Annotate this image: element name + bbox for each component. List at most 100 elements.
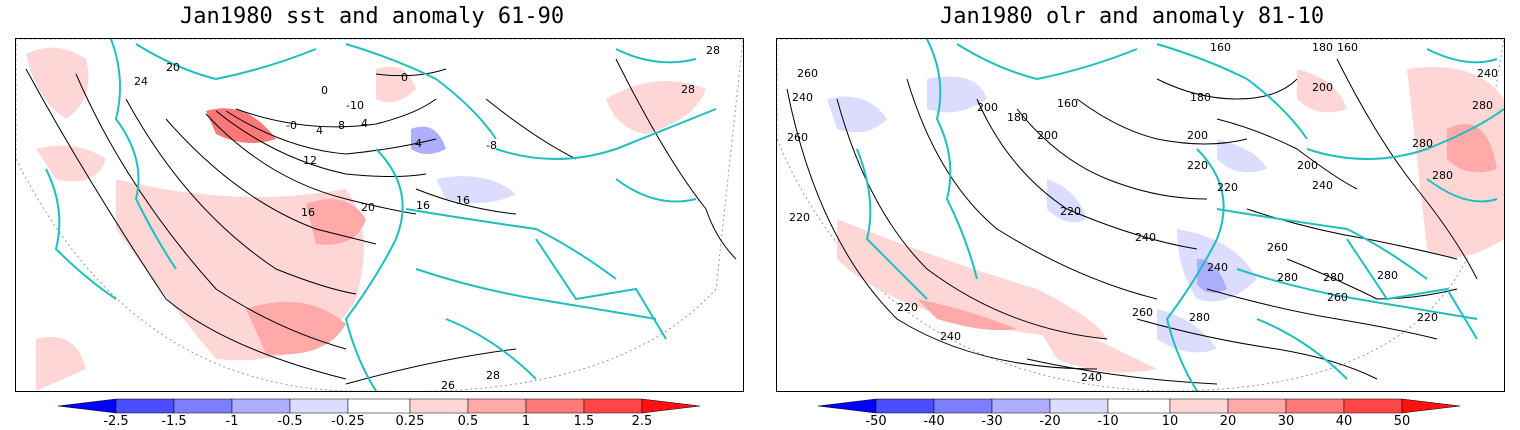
- contour-label: 240: [1135, 231, 1156, 244]
- sst-contour-labels: 24 20 0 -0 4 8 12 16 20 16 -4 -8 28 28 0…: [134, 44, 720, 391]
- contour-label: 220: [1417, 311, 1438, 324]
- colorbar-seg: [173, 398, 233, 414]
- colorbar-label: 1: [521, 414, 531, 429]
- contour-label: 240: [1081, 371, 1102, 384]
- contour-label: 220: [1060, 205, 1081, 218]
- colorbar-seg: [231, 398, 291, 414]
- colorbar-olr: [817, 398, 1461, 414]
- colorbar-olr-svg: [817, 398, 1461, 414]
- colorbar-label: -40: [923, 414, 945, 429]
- olr-contours: [786, 58, 1478, 385]
- contour-label: 240: [1207, 261, 1228, 274]
- map-sst: 24 20 0 -0 4 8 12 16 20 16 -4 -8 28 28 0…: [15, 38, 744, 392]
- contour-label: 28: [681, 83, 695, 96]
- contour-label: 280: [1472, 99, 1493, 112]
- contour-label: 26: [441, 379, 455, 391]
- contour-label: 180: [1312, 41, 1333, 54]
- colorbar-label: -10: [1097, 414, 1119, 429]
- colorbar-seg: [467, 398, 527, 414]
- colorbar-seg: [115, 398, 175, 414]
- contour-label: 200: [1312, 81, 1333, 94]
- contour-label: 280: [1323, 271, 1344, 284]
- colorbar-sst-svg: [57, 398, 701, 414]
- contour-label: 180: [1007, 111, 1028, 124]
- contour-label: 200: [1187, 129, 1208, 142]
- contour-label: 28: [486, 369, 500, 382]
- colorbar-label: 10: [1161, 414, 1179, 429]
- colorbar-sst: [57, 398, 701, 414]
- colorbar-label: 20: [1219, 414, 1237, 429]
- contour-label: 12: [303, 154, 317, 167]
- colorbar-seg: [289, 398, 349, 414]
- contour-label: -8: [486, 139, 497, 152]
- contour-label: 240: [940, 330, 961, 343]
- contour-label: 20: [166, 61, 180, 74]
- colorbar-seg: [1049, 398, 1109, 414]
- contour-label: 160: [1337, 41, 1358, 54]
- colorbar-label: 0.5: [457, 414, 479, 429]
- contour-label: 180: [1190, 91, 1211, 104]
- contour-label: 4: [316, 124, 323, 137]
- contour-label: 220: [789, 211, 810, 224]
- contour-label: 280: [1189, 311, 1210, 324]
- contour-label: 200: [1297, 159, 1318, 172]
- colorbar-seg: [525, 398, 585, 414]
- contour-label: 280: [1277, 271, 1298, 284]
- contour-label: 240: [1312, 179, 1333, 192]
- sst-contours: [25, 58, 737, 385]
- colorbar-seg: [1169, 398, 1229, 414]
- contour-label: 0: [321, 84, 328, 97]
- map-olr: 160 180 160 240 280 260 200 180 160 200 …: [776, 38, 1505, 392]
- olr-coastlines: [856, 39, 1504, 391]
- contour-label: 280: [1412, 137, 1433, 150]
- contour-label: 4: [361, 117, 368, 130]
- colorbar-label: -50: [865, 414, 887, 429]
- contour-label: 16: [301, 206, 315, 219]
- contour-label: 240: [792, 91, 813, 104]
- colorbar-seg: [1227, 398, 1287, 414]
- colorbar-seg: [933, 398, 993, 414]
- contour-label: 24: [134, 75, 148, 88]
- colorbar-seg: [991, 398, 1051, 414]
- contour-label: 200: [977, 101, 998, 114]
- contour-label: 280: [1432, 169, 1453, 182]
- panel-title-olr: Jan1980 olr and anomaly 81-10: [940, 4, 1325, 29]
- contour-label: 220: [897, 301, 918, 314]
- colorbar-label: -20: [1039, 414, 1061, 429]
- contour-label: 28: [706, 44, 720, 57]
- colorbar-seg: [1285, 398, 1345, 414]
- colorbar-label: 30: [1277, 414, 1295, 429]
- colorbar-label: -0.5: [277, 414, 303, 429]
- colorbar-seg: [1343, 398, 1403, 414]
- colorbar-seg: [583, 398, 643, 414]
- contour-label: 200: [1037, 129, 1058, 142]
- contour-label: -0: [286, 119, 297, 132]
- contour-label: 260: [1132, 306, 1153, 319]
- colorbar-label: 1.5: [573, 414, 595, 429]
- contour-label: 220: [1217, 181, 1238, 194]
- contour-label: 260: [1327, 291, 1348, 304]
- contour-label: 8: [338, 119, 345, 132]
- contour-label: 260: [1267, 241, 1288, 254]
- colorbar-label: 0.25: [395, 414, 425, 429]
- colorbar-label: -30: [981, 414, 1003, 429]
- contour-label: -10: [346, 99, 364, 112]
- olr-anomaly-shading: [827, 67, 1504, 373]
- colorbar-seg: [409, 398, 469, 414]
- contour-label: 220: [1187, 159, 1208, 172]
- contour-label: 160: [1057, 97, 1078, 110]
- colorbar-label: -1: [225, 414, 239, 429]
- hemisphere-edge-olr: [777, 39, 1504, 391]
- colorbar-seg: [1401, 398, 1461, 414]
- colorbar-seg: [875, 398, 935, 414]
- colorbar-label: -2.5: [103, 414, 129, 429]
- contour-label: -4: [411, 137, 422, 150]
- colorbar-label: 40: [1335, 414, 1353, 429]
- colorbar-label: 2.5: [631, 414, 653, 429]
- colorbar-seg: [641, 398, 701, 414]
- sst-anomaly-shading: [26, 47, 706, 391]
- colorbar-label: -1.5: [161, 414, 187, 429]
- colorbar-seg: [817, 398, 877, 414]
- contour-label: 160: [1210, 41, 1231, 54]
- contour-label: 0: [401, 71, 408, 84]
